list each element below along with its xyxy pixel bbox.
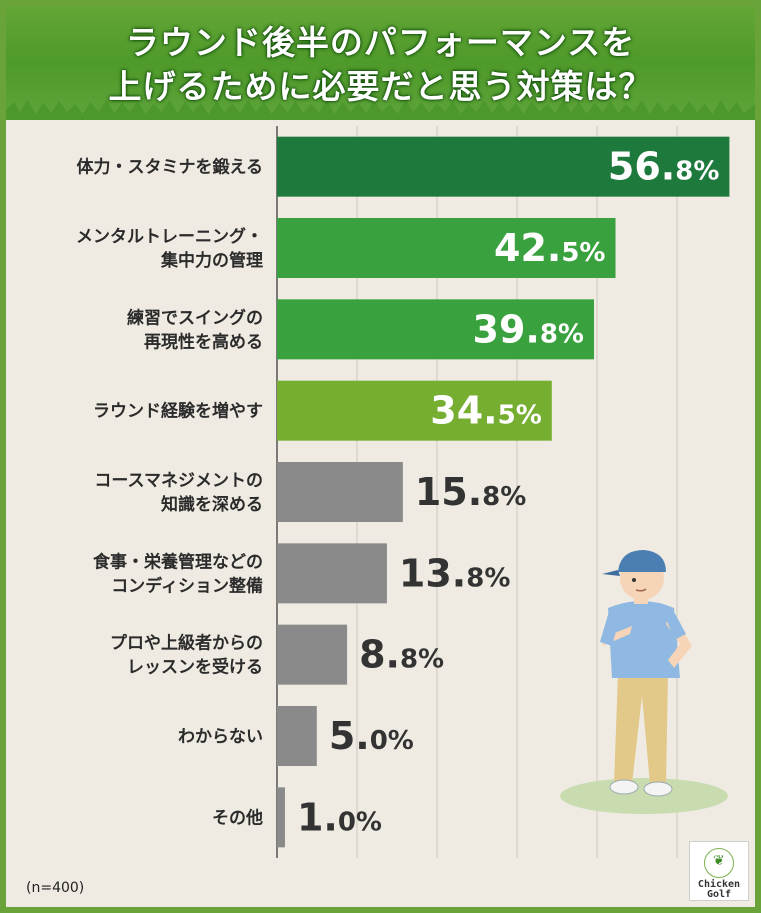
value-label-integer: 8. [359, 633, 400, 677]
value-label-decimal: 8% [482, 482, 526, 512]
category-label: 再現性を高める [144, 331, 263, 352]
category-label: その他 [212, 807, 263, 828]
value-label: 13.8% [399, 551, 510, 595]
value-label-decimal: 5% [498, 401, 542, 431]
logo-text-line-1: Chicken [697, 879, 741, 890]
title-line-2: 上げるために必要だと思う対策は？ [108, 67, 653, 106]
title-line-1: ラウンド後半のパフォーマンスを [125, 23, 636, 62]
bar [277, 218, 616, 278]
bar [277, 462, 403, 522]
value-label: 5.0% [329, 714, 414, 758]
value-label-integer: 15. [415, 470, 482, 514]
bar [277, 380, 552, 441]
logo-text-line-2: Golf [706, 889, 732, 900]
value-label-integer: 13. [399, 551, 466, 595]
chicken-golf-logo: ❦ Chicken Golf [689, 841, 749, 901]
value-label: 34.5% [430, 389, 541, 433]
category-label: メンタルトレーニング・ [76, 226, 263, 247]
bar [277, 136, 730, 197]
category-label: コースマネジメントの [94, 471, 263, 491]
category-label: 練習でスイングの [127, 307, 263, 328]
bar [277, 543, 387, 604]
value-label-integer: 34. [430, 389, 497, 433]
value-label: 39.8% [473, 307, 584, 351]
value-label-decimal: 8% [540, 319, 584, 349]
value-label-integer: 39. [473, 307, 540, 351]
category-label: 食事・栄養管理などの [93, 551, 263, 572]
category-label: 体力・スタミナを鍛える [77, 157, 264, 178]
category-label: ラウンド経験を増やす [93, 401, 263, 422]
value-label-decimal: 8% [400, 645, 444, 675]
value-label: 15.8% [415, 470, 526, 514]
value-label-integer: 5. [329, 714, 370, 758]
value-label: 56.8% [608, 145, 719, 189]
bar [277, 299, 595, 360]
value-label-integer: 1. [297, 795, 338, 839]
value-label-integer: 42. [494, 226, 561, 270]
value-label: 42.5% [494, 226, 605, 270]
value-label-decimal: 8% [675, 157, 719, 187]
bar [277, 787, 285, 848]
category-label: レッスンを受ける [127, 657, 263, 678]
bar [277, 624, 348, 685]
value-label: 8.8% [359, 633, 444, 677]
bar-chart: 体力・スタミナを鍛える 56.8%メンタルトレーニング・集中力の管理 42.5%練習… [76, 126, 730, 858]
value-label-decimal: 5% [561, 238, 605, 268]
category-label: わからない [178, 727, 263, 747]
value-label-decimal: 8% [466, 563, 510, 593]
category-label: コンディション整備 [111, 575, 263, 596]
sample-size-note: (n=400) [26, 880, 85, 896]
category-label: 知識を深める [160, 494, 263, 515]
value-label-decimal: 0% [338, 807, 382, 837]
thinking-golfer-illustration [560, 550, 728, 814]
value-label: 1.0% [297, 795, 382, 839]
bar [277, 706, 317, 766]
logo-ring [704, 848, 734, 878]
value-label-decimal: 0% [370, 726, 414, 756]
grass-decoration [6, 100, 755, 120]
value-label-integer: 56. [608, 145, 675, 189]
category-label: 集中力の管理 [160, 250, 263, 271]
leaf-icon: ❦ [713, 853, 725, 869]
category-label: プロや上級者からの [110, 633, 263, 654]
title-banner: ラウンド後半のパフォーマンスを 上げるために必要だと思う対策は？ [6, 6, 755, 120]
